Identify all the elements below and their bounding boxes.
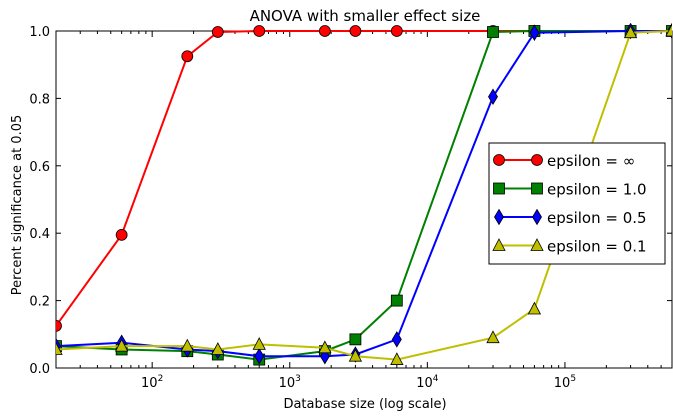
legend-marker: [532, 155, 543, 166]
data-point: [528, 303, 540, 315]
legend-label: epsilon = 0.1: [547, 238, 647, 256]
data-point: [487, 331, 499, 343]
chart-title: ANOVA with smaller effect size: [250, 7, 481, 25]
data-point: [254, 26, 265, 37]
data-point: [487, 27, 498, 38]
data-point: [116, 229, 127, 240]
data-point: [319, 26, 330, 37]
x-tick-label: 105: [554, 374, 576, 391]
x-tick-label: 103: [279, 374, 301, 391]
x-axis-label: Database size (log scale): [283, 397, 446, 412]
data-point: [182, 51, 193, 62]
data-point: [391, 295, 402, 306]
y-tick-label: 0.4: [29, 227, 50, 242]
data-point: [391, 26, 402, 37]
data-point: [350, 334, 361, 345]
x-tick-label: 104: [416, 374, 439, 391]
y-tick-label: 0.6: [29, 160, 50, 175]
x-tick-label: 102: [141, 374, 163, 391]
legend-marker: [494, 155, 505, 166]
y-tick-label: 0.8: [29, 92, 50, 107]
y-tick-label: 1.0: [29, 25, 50, 40]
legend-marker: [494, 183, 505, 194]
data-point: [51, 320, 62, 331]
y-tick-label: 0.2: [29, 295, 50, 310]
data-point: [212, 27, 223, 38]
y-axis-label: Percent significance at 0.05: [10, 115, 25, 296]
legend-marker: [532, 183, 543, 194]
legend-label: epsilon = 1.0: [547, 181, 647, 199]
y-tick-label: 0.0: [29, 362, 50, 377]
data-point: [350, 26, 361, 37]
legend-label: epsilon = ∞: [547, 152, 635, 170]
legend-label: epsilon = 0.5: [547, 209, 647, 227]
legend: epsilon = ∞ epsilon = 1.0 epsilon = 0.5 eps…: [489, 143, 665, 264]
